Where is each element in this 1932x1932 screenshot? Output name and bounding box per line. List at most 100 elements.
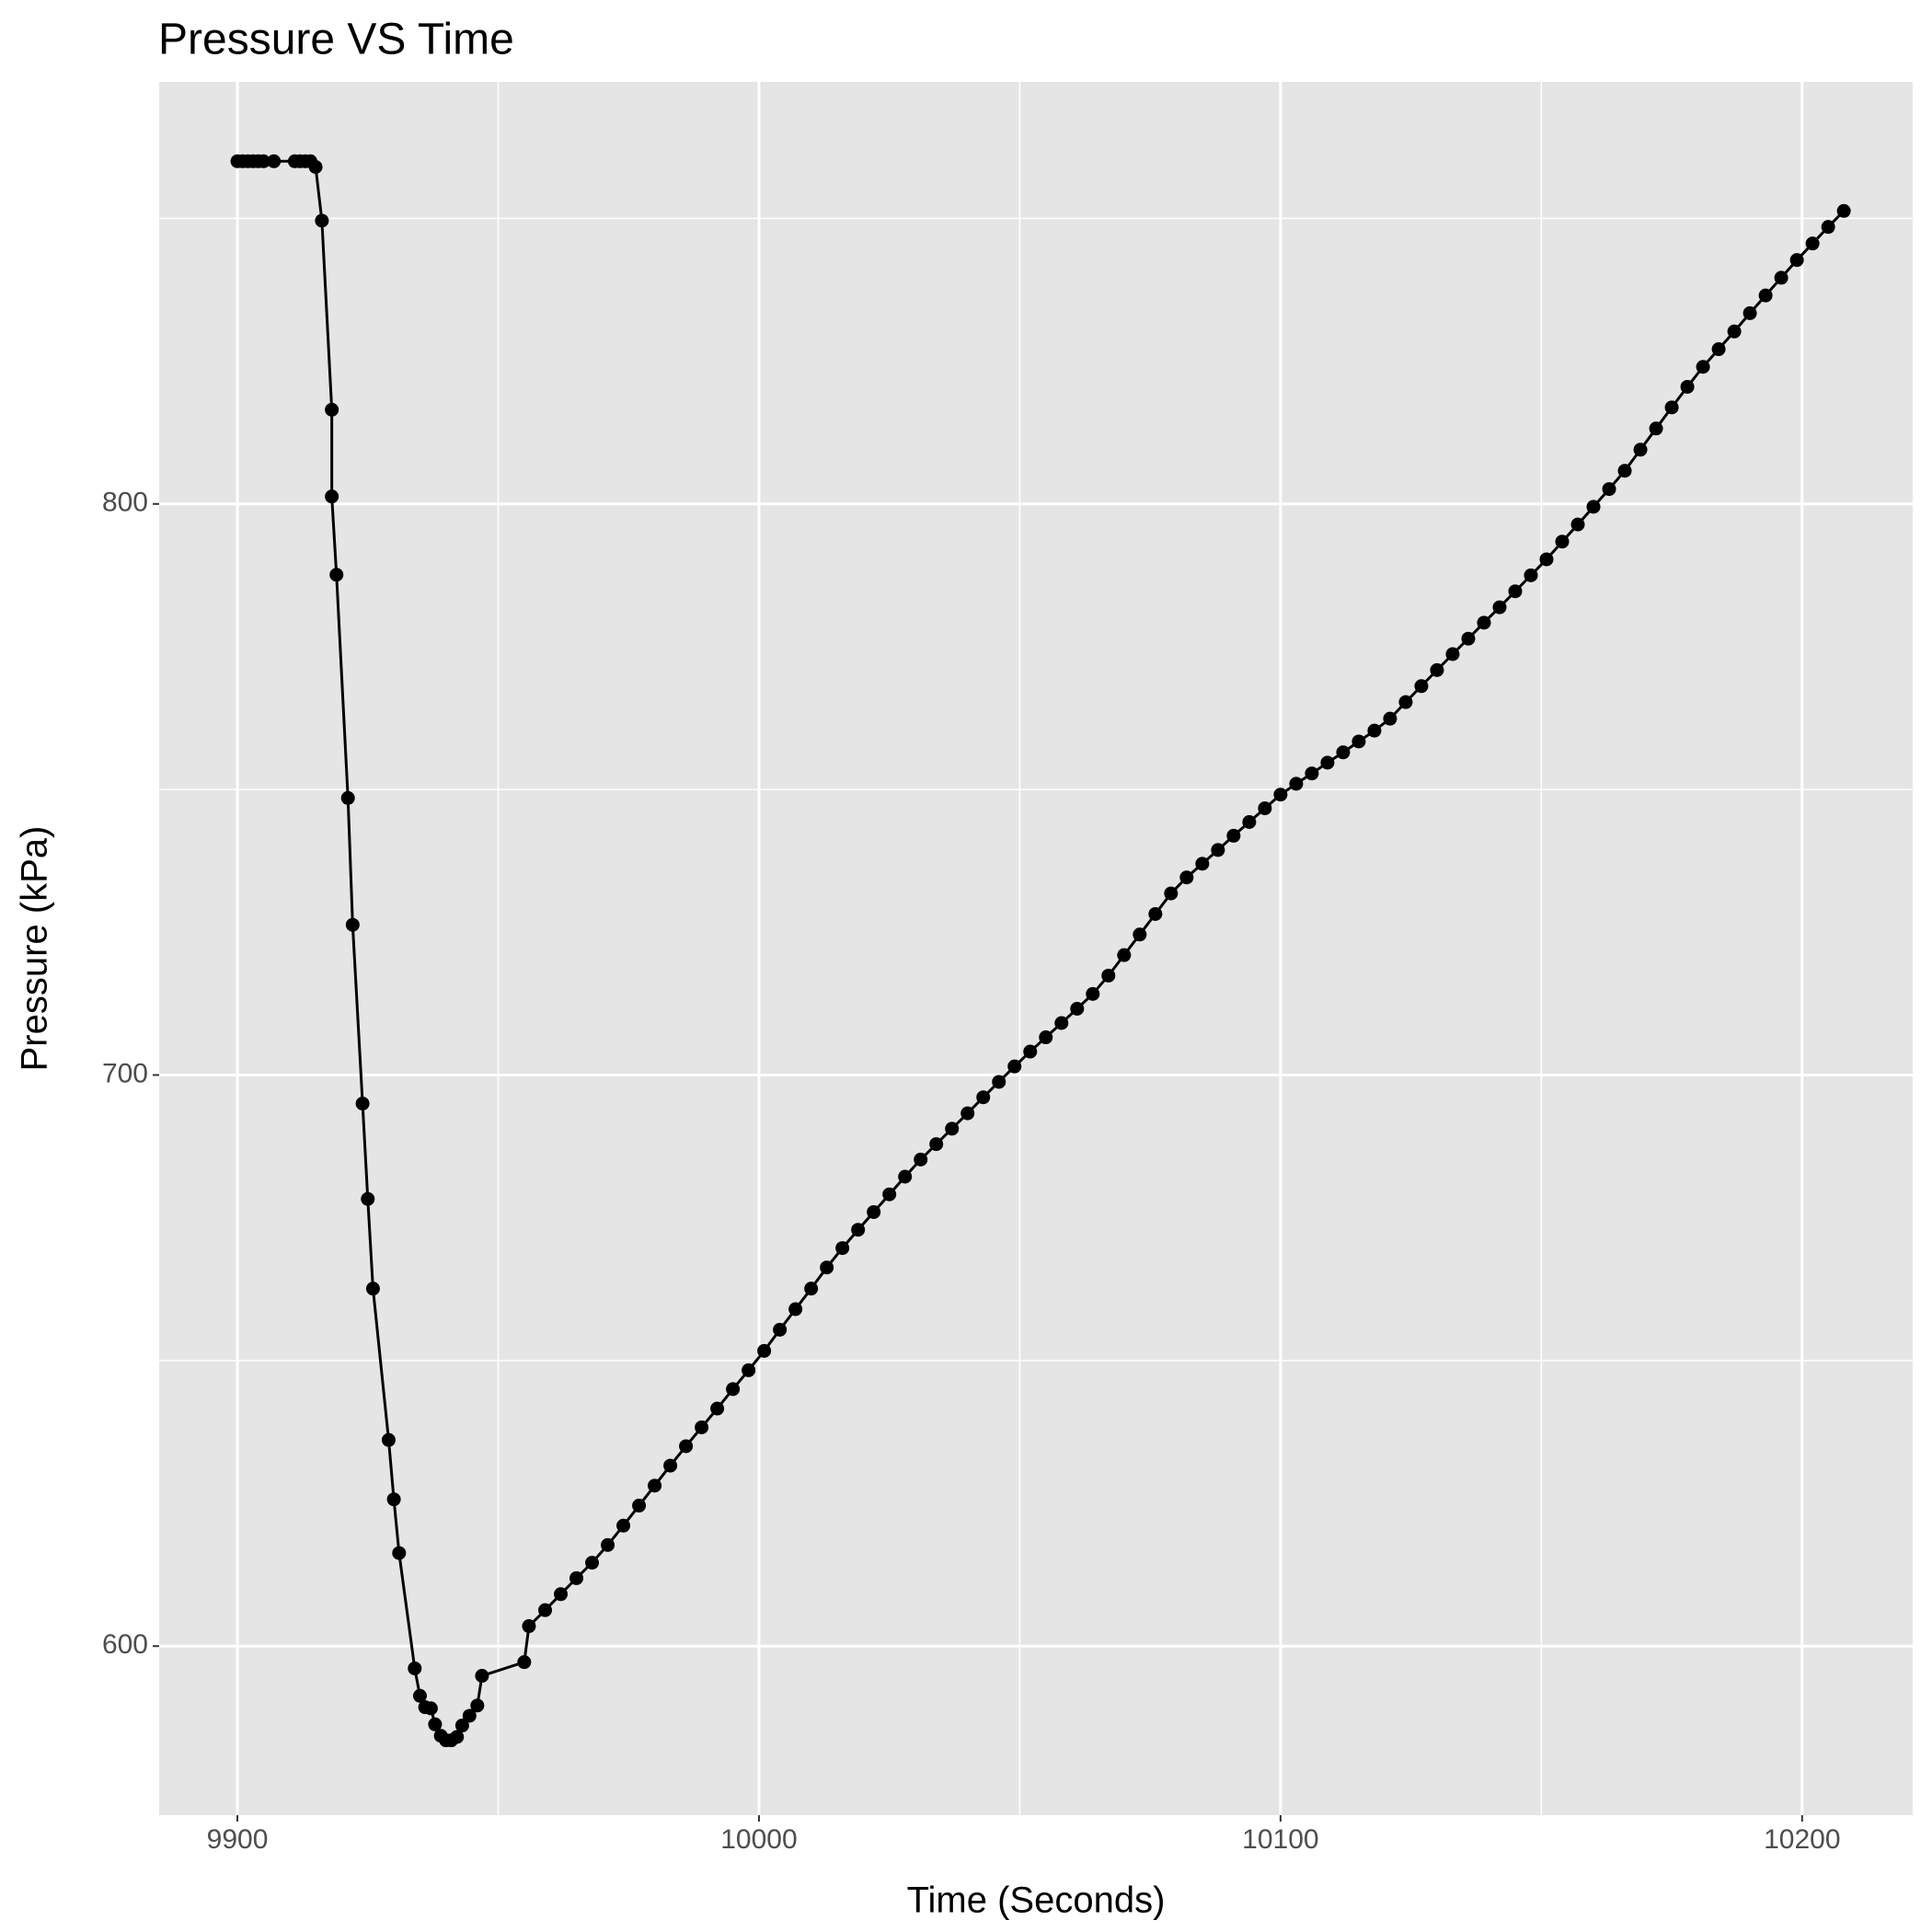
x-tick-label: 10100 — [1242, 1824, 1318, 1855]
data-point — [960, 1106, 975, 1121]
data-point — [1664, 400, 1679, 415]
data-point — [361, 1191, 375, 1206]
data-point — [340, 790, 355, 805]
data-point — [1023, 1044, 1038, 1059]
data-point — [412, 1688, 427, 1703]
data-point — [1414, 679, 1429, 694]
data-point — [1430, 662, 1444, 677]
data-point — [1148, 906, 1163, 921]
data-point — [1727, 324, 1742, 339]
data-point — [1398, 695, 1413, 709]
data-point — [386, 1492, 401, 1507]
data-point — [945, 1121, 960, 1136]
data-point — [1836, 203, 1851, 218]
data-point — [1758, 288, 1773, 303]
data-point — [1586, 500, 1601, 514]
data-point — [1179, 870, 1194, 885]
data-point — [554, 1587, 569, 1602]
data-point — [1383, 711, 1397, 726]
y-tick-label: 700 — [102, 1058, 148, 1088]
data-point — [663, 1458, 678, 1473]
data-point — [757, 1343, 772, 1358]
data-point — [1351, 734, 1366, 749]
data-point — [1649, 421, 1663, 436]
chart-title: Pressure VS Time — [158, 16, 514, 64]
data-point — [408, 1661, 422, 1675]
data-point — [1242, 815, 1257, 830]
data-point — [1117, 948, 1132, 962]
data-point — [616, 1518, 631, 1533]
data-point — [256, 154, 270, 168]
data-point — [1555, 535, 1570, 549]
data-point — [1696, 360, 1710, 374]
x-tick-label: 9900 — [207, 1824, 269, 1855]
data-point — [1007, 1059, 1022, 1074]
data-point — [1211, 843, 1225, 857]
data-point — [517, 1655, 532, 1670]
data-point — [1195, 857, 1210, 871]
data-point — [788, 1302, 803, 1317]
data-point — [1805, 236, 1820, 251]
data-point — [329, 568, 344, 582]
data-point — [882, 1187, 897, 1202]
data-point — [1289, 776, 1304, 791]
data-point — [1101, 968, 1116, 983]
data-point — [450, 1730, 465, 1744]
data-point — [1617, 464, 1632, 478]
data-point — [1774, 270, 1788, 285]
data-point — [835, 1241, 850, 1256]
data-point — [1680, 379, 1695, 394]
data-point — [1086, 986, 1100, 1001]
data-point — [325, 402, 339, 417]
data-point — [1367, 723, 1382, 738]
panel — [159, 82, 1913, 1815]
data-point — [1320, 755, 1335, 770]
data-point — [1633, 443, 1648, 457]
data-point — [1305, 766, 1319, 781]
data-point — [867, 1204, 881, 1219]
data-point — [1602, 482, 1616, 497]
data-point — [267, 154, 282, 168]
data-point — [601, 1537, 615, 1552]
x-axis-title: Time (Seconds) — [907, 1880, 1166, 1921]
data-point — [914, 1152, 928, 1167]
y-axis-title: Pressure (kPa) — [15, 826, 55, 1072]
data-point — [1492, 600, 1507, 615]
data-point — [1821, 220, 1835, 235]
data-point — [1258, 801, 1272, 816]
data-point — [423, 1701, 438, 1716]
data-point — [308, 159, 323, 174]
data-point — [1570, 517, 1585, 532]
data-point — [1508, 584, 1523, 599]
x-tick-label: 10200 — [1764, 1824, 1840, 1855]
data-point — [1461, 631, 1476, 646]
data-point — [742, 1363, 756, 1377]
data-point — [569, 1570, 584, 1585]
data-point — [470, 1698, 485, 1713]
data-point — [804, 1282, 819, 1296]
data-point — [538, 1603, 553, 1617]
data-point — [522, 1619, 536, 1634]
data-point — [1524, 568, 1538, 582]
data-point — [773, 1322, 788, 1337]
x-tick-label: 10000 — [720, 1824, 797, 1855]
data-point — [929, 1137, 944, 1152]
data-point — [365, 1282, 380, 1296]
data-point — [632, 1499, 647, 1513]
data-point — [475, 1669, 489, 1684]
data-point — [1539, 552, 1554, 567]
data-point — [851, 1223, 866, 1237]
data-point — [820, 1260, 834, 1275]
data-point — [315, 213, 329, 228]
data-point — [325, 489, 339, 504]
data-point — [679, 1439, 694, 1454]
data-point — [462, 1708, 477, 1723]
data-point — [1477, 615, 1491, 630]
data-point — [1054, 1016, 1069, 1030]
data-point — [695, 1420, 709, 1435]
data-point — [992, 1075, 1006, 1089]
y-tick-label: 800 — [102, 488, 148, 518]
data-point — [898, 1169, 913, 1184]
data-point — [1711, 342, 1726, 357]
